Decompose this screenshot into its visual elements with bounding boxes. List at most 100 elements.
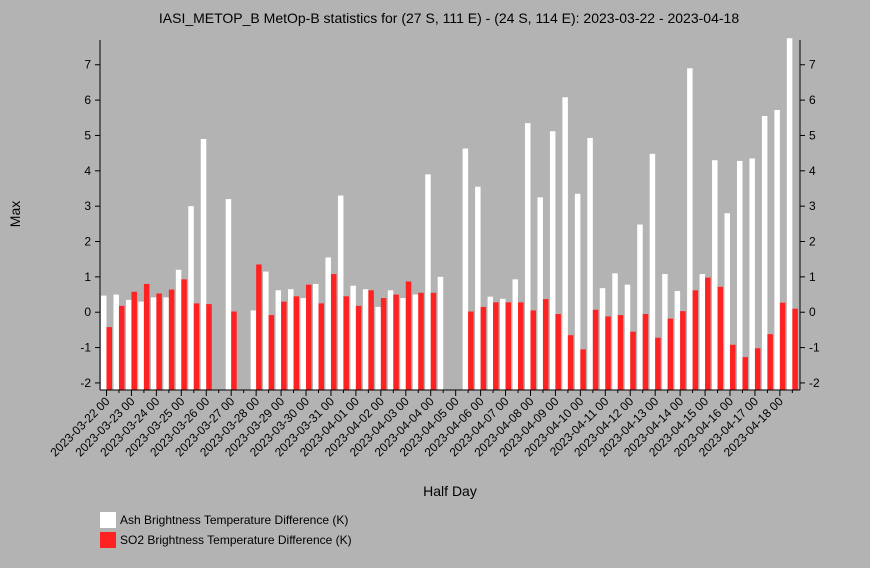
y-tick-label-left: -2 — [80, 376, 91, 390]
so2-bar — [742, 357, 748, 390]
y-tick-label-left: 1 — [84, 270, 91, 284]
ash-bar — [712, 160, 718, 390]
so2-bar — [143, 283, 150, 390]
y-tick-label-left: 0 — [84, 305, 91, 319]
chart-title: IASI_METOP_B MetOp-B statistics for (27 … — [159, 10, 739, 26]
so2-bar — [667, 318, 674, 390]
ash-bar — [113, 294, 119, 390]
ash-bar — [288, 289, 294, 390]
ash-bar — [761, 116, 768, 390]
ash-bar — [612, 273, 618, 390]
so2-bar — [754, 348, 761, 390]
ash-bar — [637, 224, 643, 390]
so2-bar — [393, 294, 399, 390]
ash-bar — [574, 193, 581, 390]
y-tick-label-right: 3 — [809, 199, 816, 213]
ash-bar — [125, 299, 132, 390]
so2-bar — [193, 303, 200, 390]
so2-bar — [380, 298, 387, 390]
so2-bar — [680, 311, 686, 390]
so2-bar — [118, 305, 125, 390]
ash-bar — [624, 284, 631, 390]
ash-bar — [749, 158, 755, 390]
y-tick-label-right: -1 — [809, 341, 820, 355]
so2-bar — [655, 337, 661, 390]
y-tick-label-right: 4 — [809, 164, 816, 178]
ash-bar — [263, 271, 269, 390]
so2-bar — [592, 309, 599, 390]
legend: Ash Brightness Temperature Difference (K… — [100, 512, 352, 548]
ash-bar — [337, 195, 344, 390]
y-tick-label-left: 6 — [84, 93, 91, 107]
y-tick-label-left: 7 — [84, 58, 91, 72]
y-tick-label-right: 0 — [809, 305, 816, 319]
so2-bar — [330, 274, 337, 390]
ash-bar — [699, 274, 706, 390]
so2-bar — [281, 301, 287, 390]
legend-label-so2: SO2 Brightness Temperature Difference (K… — [120, 533, 352, 547]
so2-bar — [181, 279, 187, 390]
so2-bar — [630, 331, 636, 390]
so2-bar — [293, 296, 300, 390]
so2-bar — [730, 344, 736, 390]
ash-bar — [562, 97, 568, 391]
y-tick-label-right: 6 — [809, 93, 816, 107]
ash-bar — [774, 110, 780, 390]
so2-bar — [368, 290, 374, 390]
ash-bar — [475, 186, 481, 390]
y-tick-label-right: -2 — [809, 376, 820, 390]
so2-bar — [418, 292, 424, 390]
so2-bar — [792, 308, 798, 390]
so2-bar — [268, 315, 275, 390]
ash-bar — [599, 288, 606, 390]
ash-bar — [325, 257, 331, 390]
so2-bar — [567, 335, 574, 390]
y-tick-label-left: 5 — [84, 128, 91, 142]
so2-bar — [767, 334, 773, 390]
bars-layer — [101, 38, 798, 391]
ash-bar — [225, 199, 232, 390]
ash-bar — [375, 306, 381, 390]
legend-swatch-so2 — [100, 532, 116, 548]
y-tick-label-right: 2 — [809, 235, 816, 249]
so2-bar — [555, 313, 561, 390]
ash-bar — [425, 174, 431, 390]
legend-swatch-ash — [100, 512, 116, 528]
so2-bar — [717, 286, 724, 390]
x-axis-label: Half Day — [423, 483, 477, 499]
so2-bar — [617, 315, 624, 390]
so2-bar — [355, 305, 362, 390]
so2-bar — [580, 349, 586, 390]
ash-bar — [524, 123, 531, 390]
so2-bar — [530, 310, 536, 390]
so2-bar — [468, 311, 474, 390]
ash-bar — [537, 197, 543, 390]
so2-bar — [518, 302, 524, 390]
so2-bar — [692, 290, 699, 390]
so2-bar — [480, 306, 487, 390]
ash-bar — [163, 297, 169, 390]
y-tick-label-right: 7 — [809, 58, 816, 72]
y-tick-label-left: -1 — [80, 341, 91, 355]
so2-bar — [605, 316, 611, 390]
ash-bar — [649, 153, 656, 390]
ash-bar — [687, 68, 693, 390]
ash-bar — [662, 274, 668, 390]
so2-bar — [405, 281, 412, 390]
so2-bar — [493, 302, 499, 390]
ash-bar — [138, 301, 144, 390]
ash-bar — [487, 296, 494, 390]
ash-bar — [150, 297, 157, 390]
so2-bar — [231, 311, 237, 390]
legend-label-ash: Ash Brightness Temperature Difference (K… — [120, 513, 348, 527]
ash-bar — [188, 206, 194, 390]
ash-bar — [101, 295, 107, 390]
ash-bar — [400, 298, 406, 390]
ash-bar — [250, 310, 257, 390]
ash-bar — [362, 289, 369, 390]
ash-bar — [549, 131, 556, 390]
ash-bar — [674, 291, 681, 390]
so2-bar — [505, 302, 512, 390]
